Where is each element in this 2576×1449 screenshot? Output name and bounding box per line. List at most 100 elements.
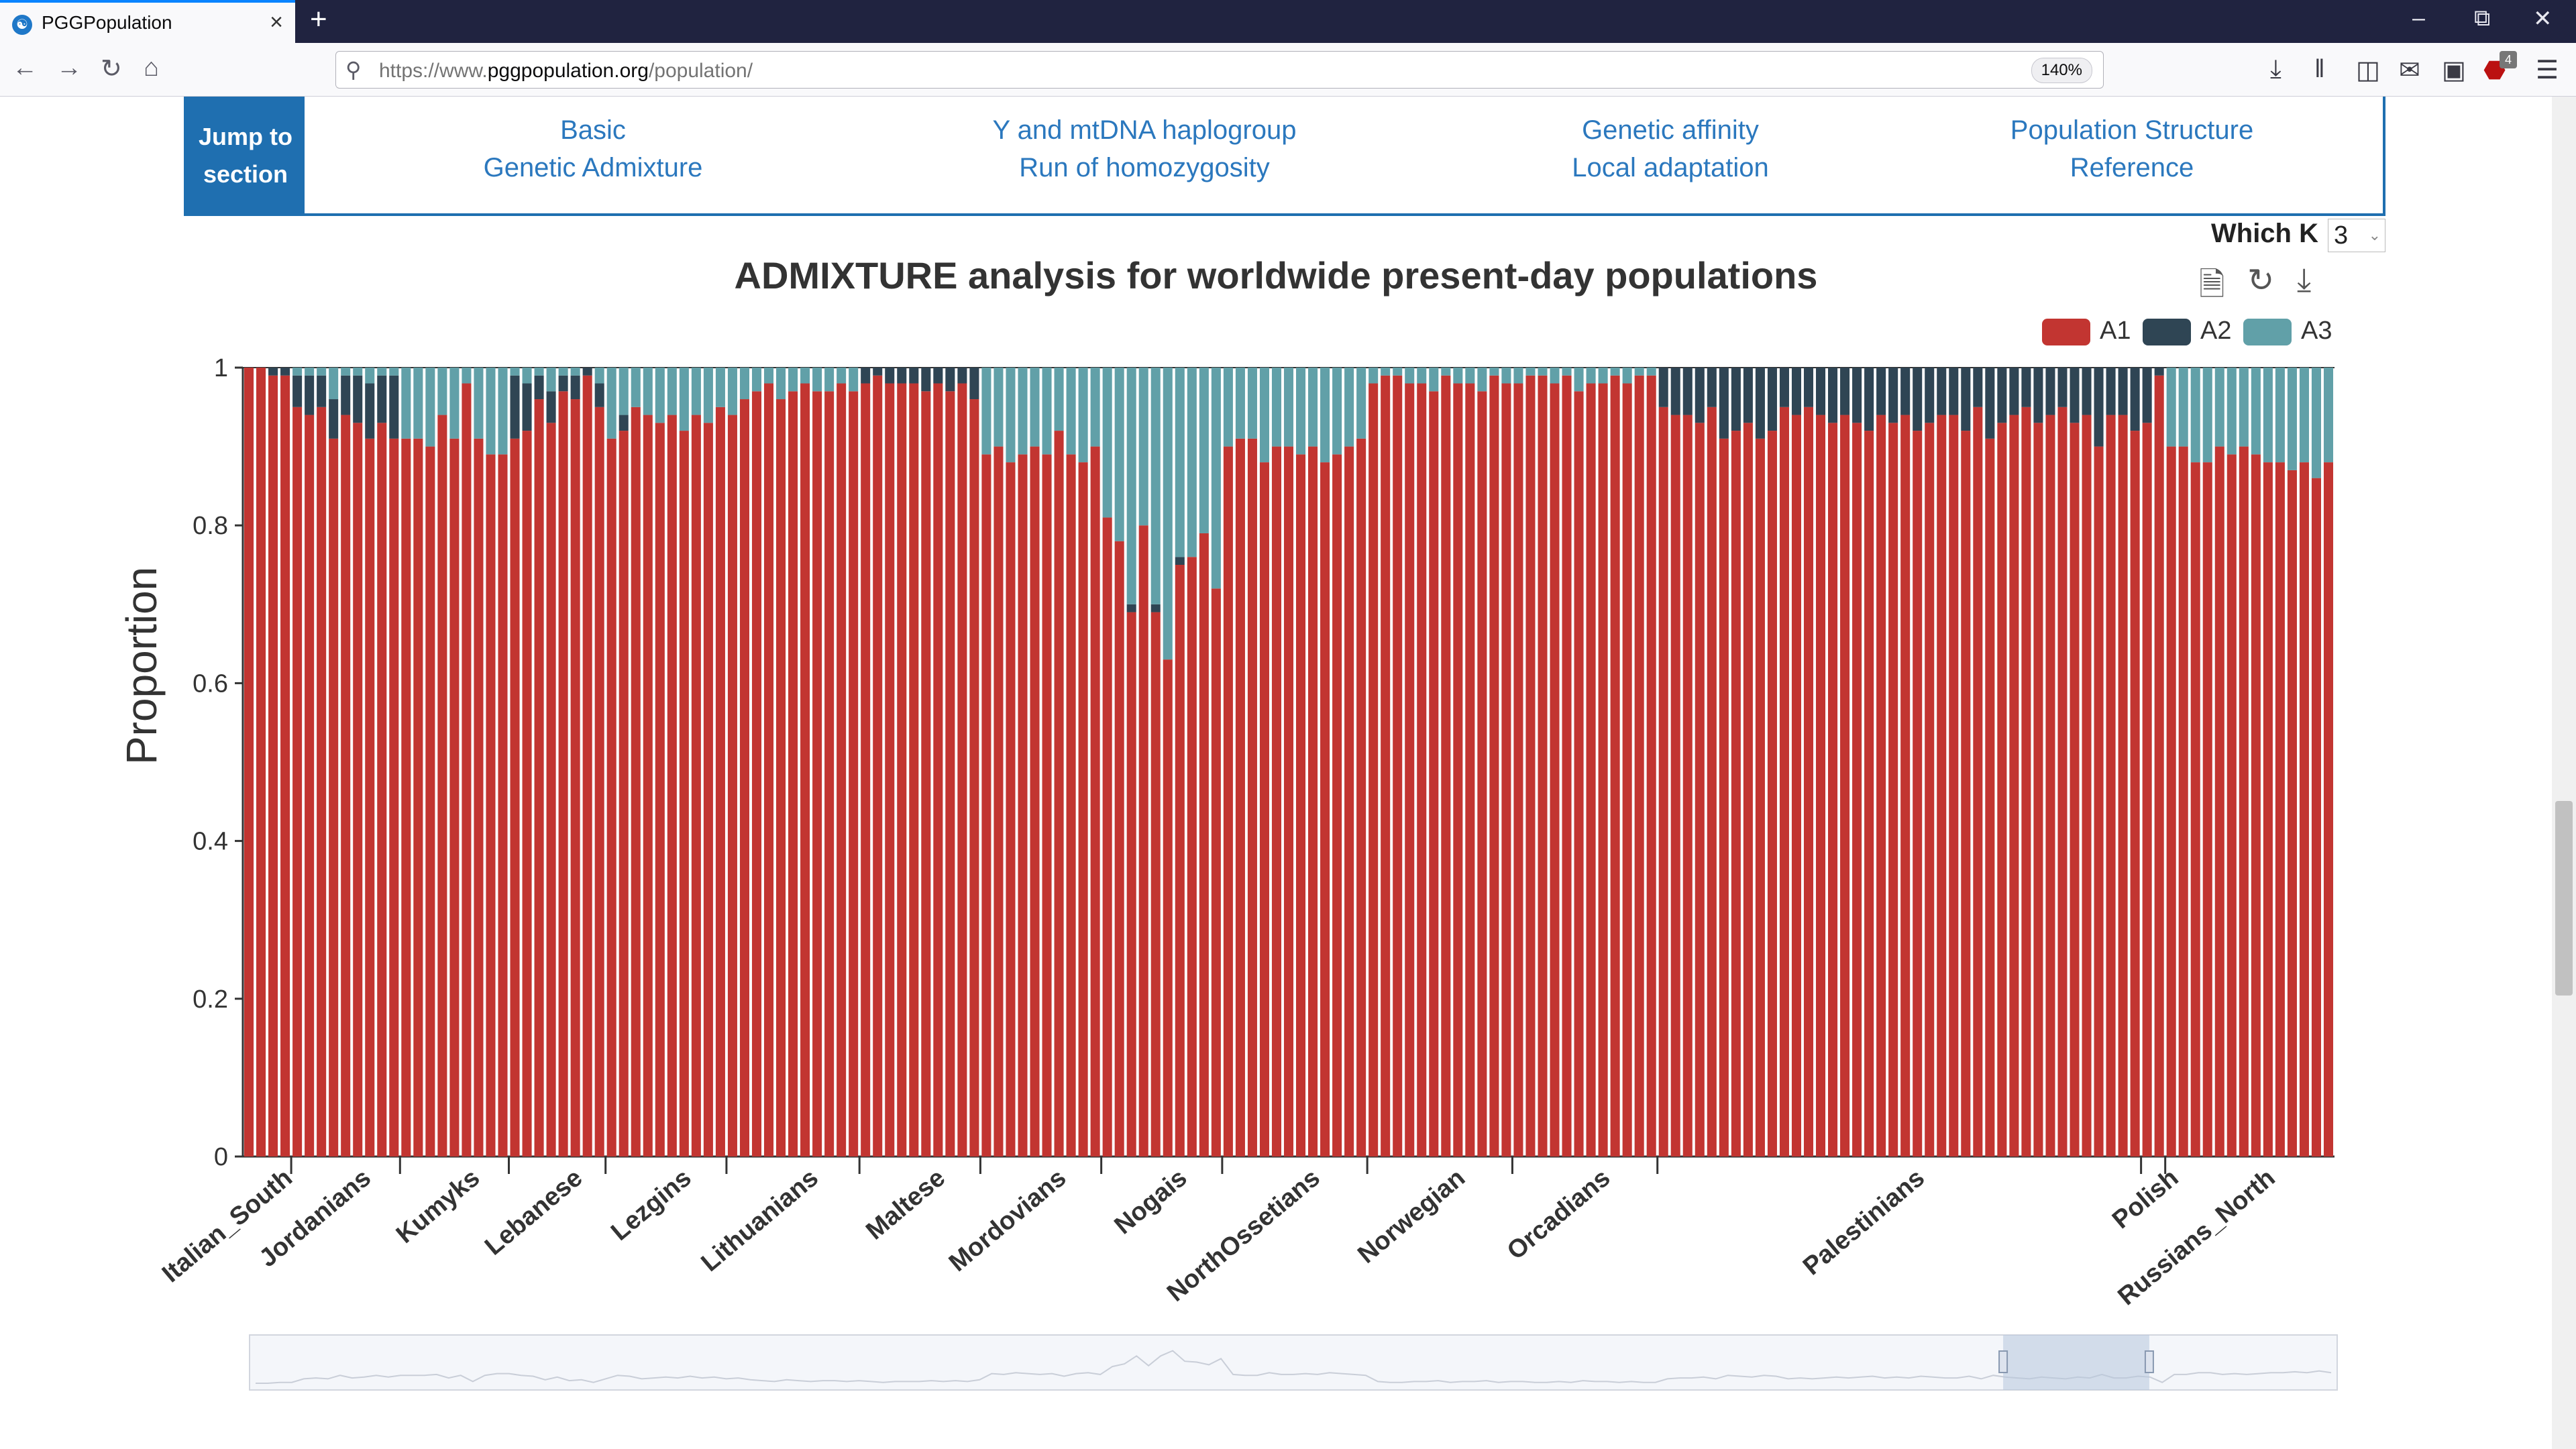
bar-a1[interactable] (1852, 423, 1862, 1157)
bar-a2[interactable] (280, 368, 290, 376)
bar-a3[interactable] (1562, 368, 1572, 376)
bar-a3[interactable] (1102, 368, 1112, 518)
bar-a3[interactable] (849, 368, 859, 392)
bar-a1[interactable] (837, 383, 847, 1157)
page-scrollbar[interactable] (2552, 97, 2576, 1449)
bar-a3[interactable] (389, 368, 399, 376)
bar-a1[interactable] (1670, 415, 1680, 1157)
bar-a2[interactable] (1803, 368, 1814, 407)
bar-a3[interactable] (994, 368, 1004, 447)
bar-a1[interactable] (1682, 415, 1693, 1157)
bar-a2[interactable] (582, 368, 592, 376)
bar-a1[interactable] (389, 438, 399, 1157)
bar-a2[interactable] (1888, 368, 1898, 423)
bar-a1[interactable] (558, 391, 568, 1157)
bar-a1[interactable] (2142, 423, 2152, 1157)
bar-a2[interactable] (1949, 368, 1959, 415)
bar-a1[interactable] (739, 399, 749, 1157)
bar-a2[interactable] (1150, 604, 1161, 612)
bar-a3[interactable] (498, 368, 508, 455)
bar-a2[interactable] (1937, 368, 1947, 415)
bar-a3[interactable] (1513, 368, 1523, 384)
bar-a1[interactable] (921, 391, 931, 1157)
bar-a1[interactable] (885, 383, 895, 1157)
bar-a2[interactable] (1864, 368, 1874, 431)
bar-a1[interactable] (2021, 407, 2031, 1157)
bar-a1[interactable] (945, 391, 955, 1157)
bar-a3[interactable] (655, 368, 665, 423)
bar-a1[interactable] (727, 415, 737, 1157)
bar-a3[interactable] (751, 368, 762, 392)
bar-a3[interactable] (1646, 368, 1656, 376)
bar-a3[interactable] (2323, 368, 2334, 463)
bar-a2[interactable] (1658, 368, 1668, 407)
bar-a3[interactable] (1525, 368, 1536, 376)
bar-a1[interactable] (824, 391, 835, 1157)
bar-a3[interactable] (2287, 368, 2297, 470)
bar-a3[interactable] (1126, 368, 1136, 604)
bar-a1[interactable] (1925, 423, 1935, 1157)
bar-a3[interactable] (1393, 368, 1403, 376)
bar-a1[interactable] (2009, 415, 2019, 1157)
bar-a3[interactable] (763, 368, 774, 384)
bar-a1[interactable] (1501, 383, 1511, 1157)
bar-a1[interactable] (1707, 407, 1717, 1157)
bar-a1[interactable] (703, 423, 713, 1157)
bar-a1[interactable] (655, 423, 665, 1157)
bar-a1[interactable] (1973, 407, 1983, 1157)
bar-a2[interactable] (389, 375, 399, 439)
bar-a3[interactable] (1453, 368, 1463, 384)
jump-link-haplogroup[interactable]: Y and mtDNA haplogroup (992, 115, 1297, 145)
bar-a3[interactable] (377, 368, 387, 376)
bar-a1[interactable] (2239, 446, 2249, 1157)
jump-link-reference[interactable]: Reference (2070, 153, 2194, 182)
bar-a1[interactable] (1658, 407, 1668, 1157)
bar-a1[interactable] (1295, 454, 1306, 1157)
bar-a1[interactable] (1030, 446, 1040, 1157)
bar-a1[interactable] (1538, 375, 1548, 1157)
bar-a3[interactable] (1090, 368, 1100, 447)
sidebar-icon[interactable]: ◫ (2356, 56, 2380, 85)
bar-a3[interactable] (365, 368, 375, 384)
bar-a1[interactable] (2082, 415, 2092, 1157)
bar-a1[interactable] (1381, 375, 1391, 1157)
bar-a3[interactable] (1501, 368, 1511, 384)
bar-a1[interactable] (679, 431, 689, 1157)
bar-a1[interactable] (1344, 446, 1354, 1157)
bar-a1[interactable] (498, 454, 508, 1157)
bar-a1[interactable] (1235, 438, 1245, 1157)
bar-a1[interactable] (1586, 383, 1596, 1157)
bar-a1[interactable] (1441, 375, 1451, 1157)
bar-a1[interactable] (1815, 415, 1826, 1157)
bar-a3[interactable] (1622, 368, 1632, 384)
bar-a1[interactable] (1525, 375, 1536, 1157)
bar-a2[interactable] (1961, 368, 1971, 431)
bar-a1[interactable] (570, 399, 580, 1157)
legend-item-a2[interactable]: A2 (2143, 317, 2231, 345)
bar-a2[interactable] (353, 375, 363, 423)
bar-a3[interactable] (2214, 368, 2224, 447)
bar-a1[interactable] (1937, 415, 1947, 1157)
bar-a1[interactable] (667, 415, 677, 1157)
bar-a2[interactable] (1997, 368, 2007, 423)
bar-a3[interactable] (305, 368, 315, 376)
bar-a3[interactable] (1344, 368, 1354, 447)
bar-a2[interactable] (1815, 368, 1826, 415)
bar-a1[interactable] (2287, 470, 2297, 1157)
jump-link-genetic-affinity[interactable]: Genetic affinity (1582, 115, 1759, 145)
bar-a2[interactable] (933, 368, 943, 384)
bar-a2[interactable] (510, 375, 520, 439)
bar-a1[interactable] (317, 407, 327, 1157)
bar-a3[interactable] (329, 368, 339, 400)
bar-a1[interactable] (873, 375, 883, 1157)
bar-a1[interactable] (474, 438, 484, 1157)
extension-icon[interactable]: ▣ (2442, 56, 2466, 85)
bar-a2[interactable] (522, 383, 532, 431)
bar-a2[interactable] (897, 368, 907, 384)
legend-item-a3[interactable]: A3 (2243, 317, 2332, 345)
bar-a1[interactable] (800, 383, 810, 1157)
bar-a1[interactable] (1743, 423, 1753, 1157)
bar-a3[interactable] (800, 368, 810, 384)
bar-a1[interactable] (292, 407, 303, 1157)
bar-a2[interactable] (945, 368, 955, 392)
